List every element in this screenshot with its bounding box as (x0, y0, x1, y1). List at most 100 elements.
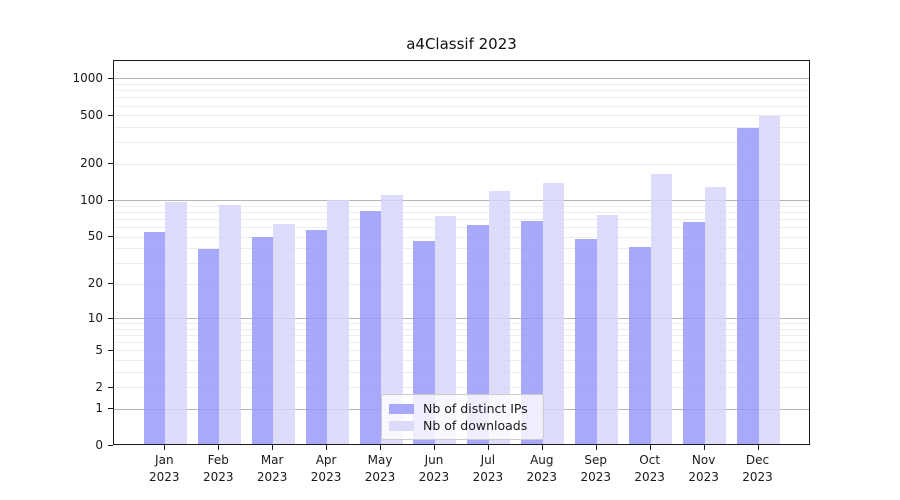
x-tick-mark (703, 445, 705, 450)
bar-downloads-jun (434, 216, 457, 444)
month-label: Mar (260, 453, 284, 467)
y-tick-label: 0 (95, 438, 103, 452)
bar-downloads-oct (650, 174, 673, 444)
year-label: 2023 (256, 469, 288, 484)
gridline-major (114, 318, 809, 320)
x-tick-mark (380, 445, 382, 450)
bar-distinct-ips-jul (467, 224, 489, 444)
bar-downloads-dec (758, 115, 781, 444)
gridline-minor (114, 90, 809, 92)
bar-downloads-jan (165, 202, 187, 444)
month-label: Oct (639, 453, 661, 467)
y-tick-mark (108, 349, 113, 351)
gridline-minor (114, 342, 809, 344)
bar-downloads-mar (273, 223, 295, 444)
x-tick-label-jan: Jan 2023 (136, 452, 192, 485)
bar-distinct-ips-mar (251, 237, 274, 444)
gridline-minor (114, 371, 809, 373)
y-tick-label: 1000 (72, 70, 103, 85)
legend-item-downloads: Nb of downloads (389, 417, 535, 434)
y-tick-mark (108, 445, 113, 446)
gridline-minor (114, 359, 809, 361)
bar-downloads-apr (327, 200, 349, 444)
x-tick-mark (757, 445, 759, 450)
bar-distinct-ips-feb (197, 249, 220, 444)
x-tick-label-mar: Mar 2023 (244, 452, 300, 485)
bar-downloads-sep (596, 215, 619, 444)
legend-label-distinct-ips: Nb of distinct IPs (423, 401, 528, 416)
gridline-minor (114, 205, 809, 207)
gridline-minor (114, 105, 809, 107)
month-label: Sep (584, 453, 608, 467)
x-tick-mark (541, 445, 543, 450)
month-label: Jul (480, 453, 496, 467)
legend-item-distinct-ips: Nb of distinct IPs (389, 400, 535, 417)
legend-swatch-distinct-ips (389, 403, 414, 414)
y-tick-label: 10 (87, 310, 103, 325)
x-tick-label-feb: Feb 2023 (190, 452, 246, 485)
bar-downloads-jul (488, 191, 511, 444)
x-tick-label-may: May 2023 (352, 452, 408, 485)
month-label: May (367, 453, 393, 467)
month-label: Dec (745, 453, 770, 467)
gridline-minor (114, 328, 809, 330)
month-label: Feb (207, 453, 229, 467)
legend: Nb of distinct IPs Nb of downloads (381, 394, 544, 440)
chart-title: a4Classif 2023 (406, 35, 517, 53)
bar-distinct-ips-sep (575, 239, 597, 444)
gridline-minor (114, 350, 809, 352)
bar-distinct-ips-nov (683, 222, 705, 444)
bar-distinct-ips-jun (413, 240, 435, 444)
y-tick-label: 20 (87, 276, 103, 291)
gridline-minor (114, 335, 809, 337)
x-tick-mark (487, 445, 489, 450)
x-tick-mark (433, 445, 435, 450)
y-tick-label: 500 (80, 107, 103, 122)
year-label: 2023 (202, 469, 234, 484)
x-tick-label-jul: Jul 2023 (460, 452, 516, 485)
year-label: 2023 (634, 469, 665, 484)
year-label: 2023 (742, 469, 773, 484)
y-tick-label: 1 (95, 401, 103, 416)
bar-distinct-ips-apr (305, 230, 328, 444)
x-tick-mark (218, 445, 220, 450)
gridline-minor (114, 248, 809, 250)
year-label: 2023 (149, 469, 180, 484)
legend-swatch-downloads (389, 420, 414, 431)
gridline-minor (114, 127, 809, 129)
gridline-major (114, 78, 809, 80)
gridline-major (114, 200, 809, 202)
month-label: Jan (155, 453, 174, 467)
month-label: Nov (691, 453, 716, 467)
y-tick-label: 50 (87, 229, 103, 244)
plot-area: Nb of distinct IPs Nb of downloads (113, 60, 810, 445)
legend-label-downloads: Nb of downloads (423, 418, 528, 433)
x-tick-mark (649, 445, 651, 450)
y-tick-mark (108, 317, 113, 319)
year-label: 2023 (364, 469, 396, 484)
y-tick-mark (108, 163, 113, 165)
bar-distinct-ips-jan (143, 232, 166, 444)
x-tick-label-aug: Aug 2023 (514, 452, 570, 485)
gridline-minor (114, 84, 809, 86)
gridline-minor (114, 97, 809, 99)
y-tick-mark (108, 77, 113, 79)
bar-downloads-feb (219, 204, 241, 444)
year-label: 2023 (310, 469, 342, 484)
x-tick-mark (595, 445, 597, 450)
gridline-minor (114, 227, 809, 229)
y-tick-mark (108, 114, 113, 116)
y-tick-mark (108, 199, 113, 201)
x-tick-label-sep: Sep 2023 (568, 452, 624, 485)
x-tick-label-dec: Dec 2023 (730, 452, 786, 485)
year-label: 2023 (472, 469, 504, 484)
x-tick-mark (164, 445, 166, 450)
y-tick-mark (108, 283, 113, 285)
gridline-minor (114, 142, 809, 144)
x-tick-mark (272, 445, 274, 450)
y-tick-label: 200 (80, 156, 103, 171)
x-tick-label-jun: Jun 2023 (406, 452, 462, 485)
gridline-minor (114, 163, 809, 165)
gridline-minor (114, 263, 809, 265)
gridline-minor (114, 212, 809, 214)
